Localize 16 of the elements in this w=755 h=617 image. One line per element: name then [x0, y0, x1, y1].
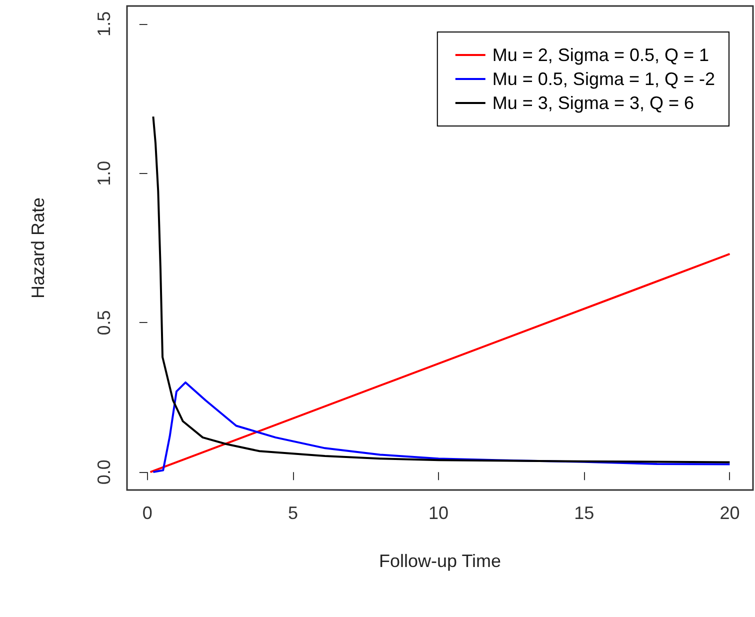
line-series — [152, 116, 731, 464]
line-series — [152, 381, 731, 474]
legend-label: Mu = 3, Sigma = 3, Q = 6 — [492, 93, 694, 113]
legend-label: Mu = 2, Sigma = 0.5, Q = 1 — [492, 45, 710, 65]
x-axis-title: Follow-up Time — [378, 551, 502, 571]
y-tick-label: 0.0 — [94, 460, 114, 485]
y-tick-label: 1.0 — [94, 160, 114, 186]
x-tick-label: 10 — [428, 503, 449, 523]
y-tick-label: 1.5 — [94, 11, 114, 36]
x-tick-label: 5 — [288, 503, 298, 523]
y-tick-label: 0.5 — [94, 310, 114, 336]
legend-label: Mu = 0.5, Sigma = 1, Q = -2 — [492, 69, 715, 89]
x-tick-label: 20 — [720, 503, 740, 523]
x-tick-label: 0 — [142, 503, 152, 523]
y-axis-title: Hazard Rate — [28, 197, 48, 299]
x-tick-label: 15 — [574, 503, 594, 523]
